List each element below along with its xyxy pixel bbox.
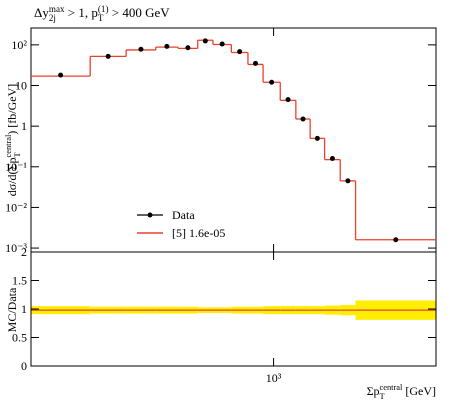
superscript: central: [380, 383, 403, 392]
ratio-y-tick-label: 1: [21, 302, 27, 316]
subscript: 2j: [49, 13, 56, 23]
y-tick-label: 10⁻³: [5, 241, 27, 255]
text-part: dσ/d(Σp: [5, 157, 19, 196]
text-part: Δy: [34, 5, 49, 20]
data-point: [237, 49, 243, 55]
data-point: [58, 72, 64, 78]
y-tick-label: 1: [21, 119, 27, 133]
superscript: (1): [98, 4, 109, 14]
subscript: T: [98, 13, 104, 23]
y-tick-label: 10²: [11, 38, 27, 52]
data-point: [345, 178, 351, 184]
data-point: [329, 155, 335, 161]
data-point: [138, 46, 144, 52]
legend-label: [5] 1.6e-05: [172, 226, 225, 240]
data-point: [253, 60, 259, 66]
data-point: [269, 79, 275, 85]
text-part: > 1, p: [65, 5, 98, 20]
x-axis-label: Σpcentral T [GeV]: [367, 383, 436, 401]
ratio-y-tick-label: 0: [21, 359, 27, 373]
data-point: [219, 41, 225, 47]
ratio-y-tick-label: 2: [21, 245, 27, 259]
data-point: [393, 237, 399, 243]
data-point: [105, 53, 111, 59]
data-point: [300, 116, 306, 122]
ratio-y-tick-label: 0.5: [12, 331, 27, 345]
text-part: [GeV]: [402, 384, 436, 398]
legend-label: Data: [172, 208, 195, 222]
ratio-y-tick-label: 1.5: [12, 274, 27, 288]
x-tick-label: 10³: [266, 371, 282, 385]
superscript: central: [4, 134, 13, 157]
y-tick-label: 10⁻¹: [5, 160, 27, 174]
y-axis-label: dσ/d(ΣpcentralT ) [fb/GeV]: [4, 84, 22, 197]
text-part: ) [fb/GeV]: [5, 84, 19, 135]
text-part: Σp: [367, 384, 380, 398]
superscript: max: [49, 4, 65, 14]
chart-title: Δymax 2j > 1, p(1) T > 400 GeV: [34, 4, 170, 23]
data-point: [314, 135, 320, 141]
data-point: [285, 97, 291, 103]
y-tick-label: 10: [15, 79, 27, 93]
data-point: [202, 38, 208, 44]
y-tick-label: 10⁻²: [5, 200, 27, 214]
subscript: T: [13, 152, 22, 157]
ratio-axis-label: MC/Data: [5, 287, 19, 332]
data-point: [164, 43, 170, 49]
text-part: > 400 GeV: [109, 5, 171, 20]
subscript: T: [380, 392, 385, 401]
main-frame: [30, 27, 437, 253]
data-point: [185, 45, 191, 51]
legend-marker: [147, 212, 153, 218]
